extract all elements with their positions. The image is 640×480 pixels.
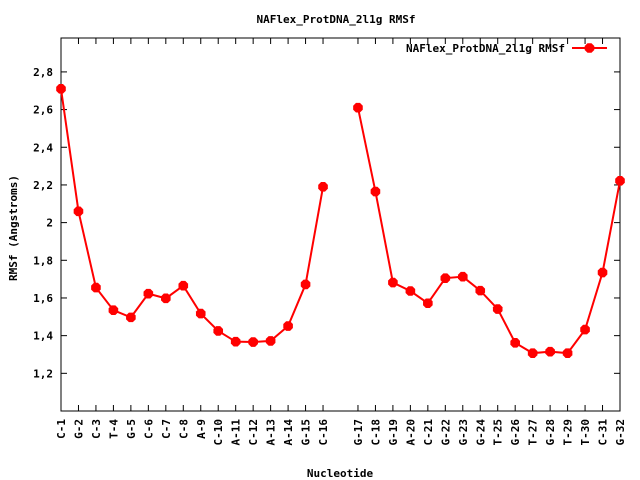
series-lines <box>60 88 621 355</box>
x-tick-label: C-8 <box>177 419 190 439</box>
x-tick-label: T-27 <box>527 419 540 446</box>
x-tick-label: G-26 <box>509 419 522 446</box>
y-axis: 1,2 1,4 1,6 1,8 2 2,2 2,4 2,6 2,8 <box>33 66 620 380</box>
data-point-t-30 <box>580 324 590 335</box>
x-tick-label: G-19 <box>387 419 400 446</box>
x-tick-label: C-1 <box>55 419 68 439</box>
x-tick-label: T-29 <box>562 419 575 446</box>
y-tick-label: 2,8 <box>33 66 53 79</box>
legend-label: NAFlex_ProtDNA_2l1g RMSf <box>406 42 565 55</box>
x-tick-label: C-12 <box>247 419 260 446</box>
legend-marker <box>584 43 595 53</box>
x-tick-label: A-11 <box>230 419 243 446</box>
plot-frame <box>60 37 621 412</box>
y-tick-label: 1,6 <box>33 292 53 305</box>
data-point-g-5 <box>126 312 136 323</box>
data-point-c-1 <box>56 84 66 94</box>
legend: NAFlex_ProtDNA_2l1g RMSf <box>406 42 607 55</box>
data-point-g-19 <box>388 277 398 288</box>
data-point-c-21 <box>423 298 433 309</box>
y-axis-label: RMSf (Angstroms) <box>7 175 20 281</box>
x-tick-label: T-4 <box>107 419 120 439</box>
data-point-c-6 <box>143 288 154 299</box>
x-tick-label: G-23 <box>457 419 470 446</box>
x-tick-label: C-18 <box>369 419 382 446</box>
series-line-segment <box>356 107 621 355</box>
data-point-g-23 <box>457 271 468 282</box>
data-point-g-22 <box>440 273 451 283</box>
y-tick-label: 2,4 <box>33 141 53 154</box>
data-point-c-18 <box>370 186 381 197</box>
data-point-g-28 <box>545 346 555 357</box>
y-tick-label: 2,2 <box>33 179 53 192</box>
x-tick-label: G-2 <box>72 419 85 439</box>
data-point-t-25 <box>492 304 503 314</box>
data-point-t-4 <box>108 305 119 316</box>
data-point-a-14 <box>283 321 293 331</box>
data-point-a-11 <box>230 336 241 347</box>
data-point-g-24 <box>475 285 486 296</box>
x-tick-label: G-5 <box>125 419 138 439</box>
data-point-c-31 <box>597 267 608 278</box>
series-line-segment <box>60 88 325 344</box>
x-tick-label: C-31 <box>597 419 610 446</box>
data-point-c-12 <box>248 337 258 347</box>
x-tick-label: A-14 <box>282 419 295 446</box>
y-tick-label: 1,4 <box>33 330 53 343</box>
data-point-c-10 <box>213 326 224 336</box>
x-tick-label: G-17 <box>352 419 365 446</box>
x-tick-label: G-15 <box>300 419 313 446</box>
x-tick-label: G-24 <box>474 419 487 446</box>
x-tick-label: G-22 <box>439 419 452 446</box>
data-point-g-15 <box>300 279 311 290</box>
x-tick-label: A-13 <box>265 419 278 446</box>
data-point-a-20 <box>405 286 416 296</box>
x-tick-label: G-32 <box>614 419 627 446</box>
x-tick-label: C-10 <box>212 419 225 446</box>
x-tick-label: A-9 <box>195 419 208 439</box>
y-tick-label: 2 <box>46 217 53 230</box>
series-points <box>56 84 625 358</box>
y-tick-label: 2,6 <box>33 104 53 117</box>
x-tick-label: G-28 <box>544 419 557 446</box>
data-point-t-27 <box>527 348 538 358</box>
y-tick-label: 1,8 <box>33 254 53 267</box>
x-tick-label: T-25 <box>492 419 505 446</box>
x-axis: C-1 G-2 C-3 T-4 G-5 C-6 C-7 C-8 A-9 C-10 A-11 C-12 A… <box>55 38 627 446</box>
data-point-c-7 <box>161 293 171 304</box>
y-tick-label: 1,2 <box>33 367 53 380</box>
x-tick-label: A-20 <box>404 419 417 446</box>
data-point-g-17 <box>353 102 363 113</box>
data-point-a-9 <box>195 308 206 319</box>
data-point-c-16 <box>318 182 328 192</box>
data-point-c-3 <box>91 282 101 293</box>
data-point-c-8 <box>178 280 189 291</box>
x-tick-label: C-16 <box>317 419 330 446</box>
data-point-t-29 <box>562 348 573 358</box>
x-tick-label: C-21 <box>422 419 435 446</box>
x-tick-label: T-30 <box>579 419 592 446</box>
x-tick-label: C-7 <box>160 419 173 439</box>
data-point-a-13 <box>265 336 276 346</box>
x-tick-label: C-6 <box>142 419 155 439</box>
data-point-g-32 <box>615 175 625 186</box>
data-point-g-26 <box>510 338 520 348</box>
data-point-g-2 <box>73 206 84 217</box>
x-tick-label: C-3 <box>90 419 103 439</box>
x-axis-label: Nucleotide <box>307 467 374 480</box>
chart-title: NAFlex_ProtDNA_2l1g RMSf <box>257 13 416 26</box>
